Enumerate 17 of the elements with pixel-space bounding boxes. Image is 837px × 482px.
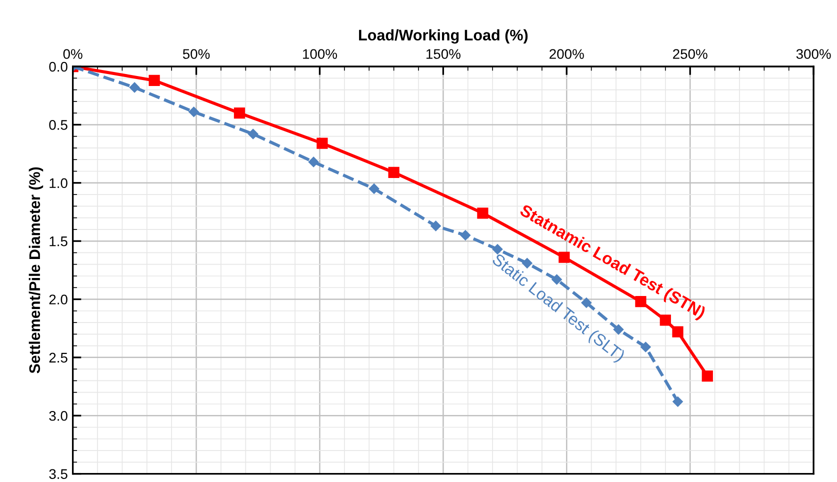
y-axis-title: Settlement/Pile Diameter (%) — [28, 167, 44, 374]
y-tick-label: 1.5 — [50, 236, 68, 246]
y-tick-label: 1.0 — [50, 178, 68, 188]
x-tick-label: 300% — [796, 49, 831, 59]
x-tick-label: 250% — [673, 49, 708, 59]
x-tick-label: 200% — [550, 49, 584, 59]
y-tick-label: 0.5 — [49, 120, 68, 130]
y-tick-label: 3.0 — [49, 410, 68, 421]
x-tick-label: 100% — [303, 49, 337, 59]
x-tick-label: 50% — [182, 49, 210, 59]
x-tick-label: 150% — [426, 49, 460, 59]
x-tick-label: 0% — [63, 49, 82, 59]
y-tick-label: 0.0 — [49, 62, 68, 72]
x-axis-title: Load/Working Load (%) — [359, 29, 528, 44]
y-tick-label: 2.0 — [49, 294, 68, 304]
y-tick-label: 3.5 — [49, 469, 68, 479]
y-tick-label: 2.5 — [49, 352, 68, 363]
